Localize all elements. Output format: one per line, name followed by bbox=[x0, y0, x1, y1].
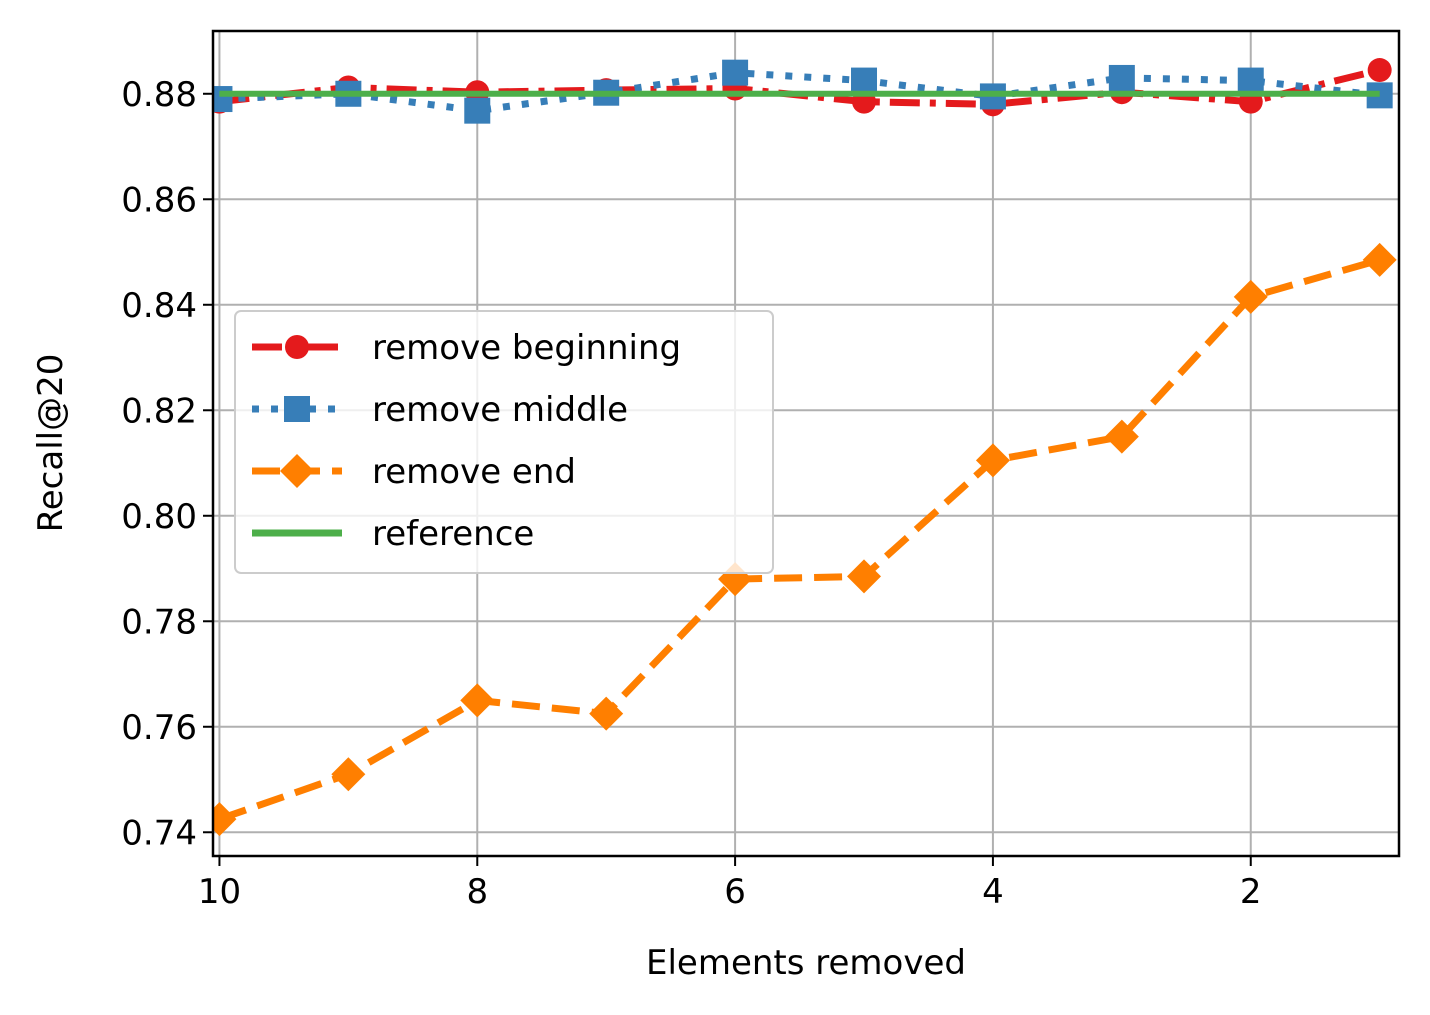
legend-marker bbox=[280, 454, 314, 488]
data-point-remove-end bbox=[331, 757, 366, 792]
x-tick-label: 2 bbox=[1240, 872, 1262, 912]
legend-label: remove beginning bbox=[372, 328, 681, 368]
y-tick-label: 0.74 bbox=[121, 813, 197, 853]
series-line-remove-middle bbox=[219, 69, 1381, 115]
plot-frame bbox=[211, 29, 1401, 858]
data-point-remove-middle bbox=[851, 67, 878, 94]
legend-item-remove-middle: remove middle bbox=[252, 390, 628, 430]
series-line-remove-end bbox=[218, 256, 1381, 823]
series-remove-end bbox=[213, 242, 1397, 837]
data-point-remove-end bbox=[1233, 279, 1268, 314]
y-axis-title: Recall@20 bbox=[31, 354, 71, 533]
axis-ticks: 10 8 6 4 2 0.74 0.76 0.78 0.80 0.82 0.84 0.86 0.88 bbox=[121, 75, 1261, 912]
data-point-remove-end bbox=[1362, 242, 1397, 277]
y-tick-label: 0.88 bbox=[121, 75, 197, 115]
y-tick-label: 0.84 bbox=[121, 286, 197, 326]
data-point-remove-end bbox=[975, 443, 1010, 478]
x-tick-label: 8 bbox=[466, 872, 488, 912]
data-point-remove-middle bbox=[722, 59, 749, 86]
legend: remove beginning remove middle remove end r… bbox=[234, 310, 774, 574]
legend-label: remove middle bbox=[372, 390, 628, 430]
y-tick-label: 0.86 bbox=[121, 180, 197, 220]
data-point-remove-end bbox=[213, 802, 237, 837]
data-point-remove-end bbox=[589, 696, 624, 731]
y-tick-label: 0.80 bbox=[121, 497, 197, 537]
x-tick-label: 4 bbox=[982, 872, 1004, 912]
data-point-remove-beginning bbox=[1367, 58, 1392, 83]
legend-label: remove end bbox=[372, 452, 576, 492]
data-point-remove-middle bbox=[1237, 67, 1264, 94]
legend-marker bbox=[284, 396, 310, 422]
legend-marker bbox=[285, 335, 309, 359]
legend-label: reference bbox=[372, 514, 534, 554]
data-point-remove-middle bbox=[1108, 64, 1135, 91]
x-tick-label: 10 bbox=[198, 872, 241, 912]
data-point-remove-middle bbox=[464, 97, 491, 124]
data-point-remove-end bbox=[847, 559, 882, 594]
series-remove-middle bbox=[213, 59, 1393, 124]
y-tick-label: 0.78 bbox=[121, 602, 197, 642]
data-point-remove-end bbox=[460, 683, 495, 718]
y-tick-label: 0.82 bbox=[121, 391, 197, 431]
legend-box bbox=[234, 310, 774, 574]
legend-item-remove-beginning: remove beginning bbox=[252, 328, 681, 368]
legend-item-reference: reference bbox=[252, 514, 534, 554]
y-tick-label: 0.76 bbox=[121, 708, 197, 748]
plot-series bbox=[213, 58, 1397, 837]
x-tick-label: 6 bbox=[724, 872, 746, 912]
x-axis-title: Elements removed bbox=[646, 943, 966, 983]
legend-item-remove-end: remove end bbox=[252, 452, 576, 492]
data-point-remove-end bbox=[1104, 419, 1139, 454]
